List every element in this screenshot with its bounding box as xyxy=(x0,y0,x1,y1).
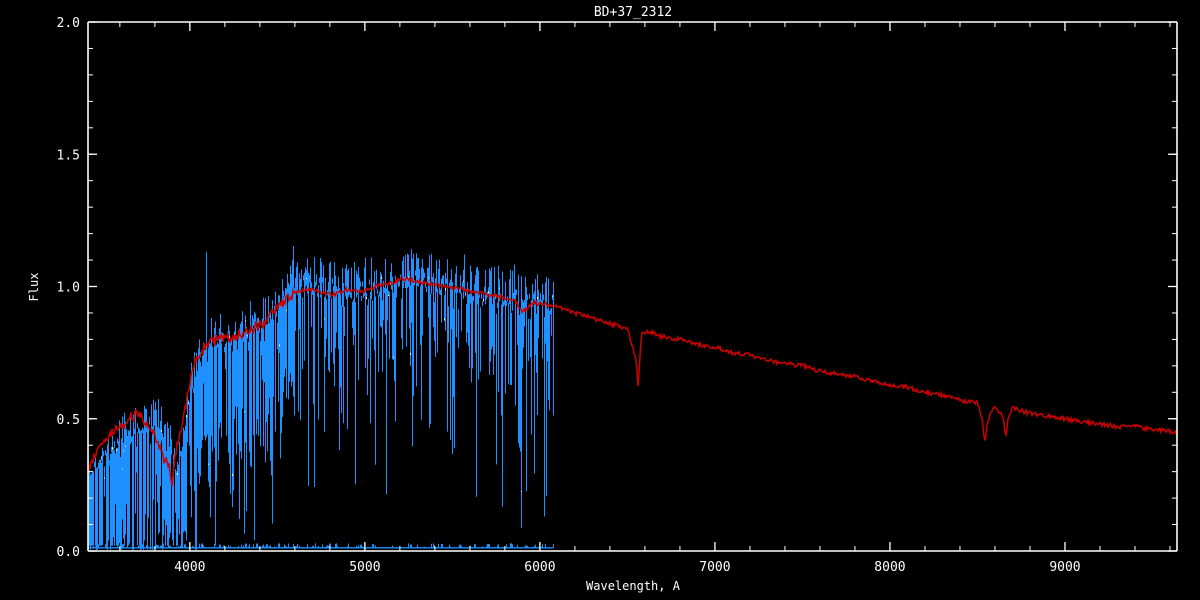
y-axis-label: Flux xyxy=(27,273,41,302)
x-tick-label: 6000 xyxy=(524,560,555,575)
model-spectrum-series xyxy=(87,276,1178,487)
x-axis-label: Wavelength, A xyxy=(586,579,681,593)
y-tick-label: 0.0 xyxy=(57,545,80,560)
axis-tick-labels: 4000 5000 6000 7000 8000 9000 0.0 0.5 1.0 1.5 2.0 xyxy=(57,16,1081,575)
observed-spectrum-series xyxy=(88,246,554,550)
x-tick-label: 8000 xyxy=(874,560,905,575)
error-array-series xyxy=(88,543,554,549)
y-tick-label: 2.0 xyxy=(57,16,80,31)
x-tick-label: 7000 xyxy=(699,560,730,575)
x-tick-label: 4000 xyxy=(174,560,205,575)
x-tick-label: 5000 xyxy=(349,560,380,575)
y-tick-label: 1.5 xyxy=(57,148,80,163)
axis-frame xyxy=(87,21,1178,552)
y-tick-label: 0.5 xyxy=(57,413,80,428)
x-tick-label: 9000 xyxy=(1049,560,1080,575)
page-title: BD+37_2312 xyxy=(594,5,672,20)
y-tick-label: 1.0 xyxy=(57,281,80,296)
